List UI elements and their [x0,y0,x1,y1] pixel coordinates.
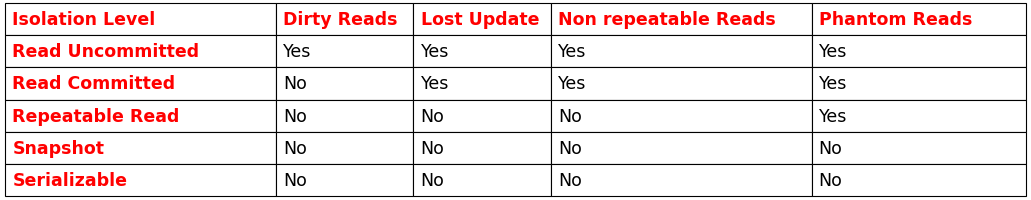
Text: No: No [559,171,583,189]
Bar [552,132,811,164]
Text: No: No [282,107,307,125]
Bar [5,164,275,196]
Text: No: No [421,107,444,125]
Bar [811,164,1026,196]
Text: Read Uncommitted: Read Uncommitted [12,43,199,61]
Bar [275,132,413,164]
Bar [552,4,811,36]
Bar [552,164,811,196]
Text: Phantom Reads: Phantom Reads [819,11,972,29]
Bar [811,4,1026,36]
Bar [413,100,552,132]
Bar [811,68,1026,100]
Bar [552,100,811,132]
Text: Yes: Yes [819,75,847,93]
Bar [552,68,811,100]
Text: No: No [421,171,444,189]
Text: Yes: Yes [819,43,847,61]
Text: Serializable: Serializable [12,171,128,189]
Text: Snapshot: Snapshot [12,139,104,157]
Text: No: No [819,171,842,189]
Bar [413,4,552,36]
Text: Lost Update: Lost Update [421,11,539,29]
Text: No: No [819,139,842,157]
Text: No: No [282,139,307,157]
Text: Yes: Yes [282,43,311,61]
Text: Isolation Level: Isolation Level [12,11,156,29]
Bar [275,164,413,196]
Text: Yes: Yes [421,75,450,93]
Bar [811,36,1026,68]
Text: Repeatable Read: Repeatable Read [12,107,179,125]
Bar [5,100,275,132]
Bar [811,132,1026,164]
Bar [413,68,552,100]
Text: Yes: Yes [421,43,450,61]
Text: No: No [282,75,307,93]
Bar [275,36,413,68]
Bar [413,36,552,68]
Text: No: No [559,139,583,157]
Bar [413,164,552,196]
Text: No: No [421,139,444,157]
Bar [811,100,1026,132]
Bar [275,100,413,132]
Text: Yes: Yes [559,43,587,61]
Text: Dirty Reads: Dirty Reads [282,11,397,29]
Bar [413,132,552,164]
Bar [275,4,413,36]
Bar [275,68,413,100]
Text: Read Committed: Read Committed [12,75,175,93]
Text: Non repeatable Reads: Non repeatable Reads [559,11,776,29]
Text: No: No [559,107,583,125]
Text: Yes: Yes [819,107,847,125]
Bar [5,4,275,36]
Bar [5,68,275,100]
Text: Yes: Yes [559,75,587,93]
Text: No: No [282,171,307,189]
Bar [552,36,811,68]
Bar [5,36,275,68]
Bar [5,132,275,164]
